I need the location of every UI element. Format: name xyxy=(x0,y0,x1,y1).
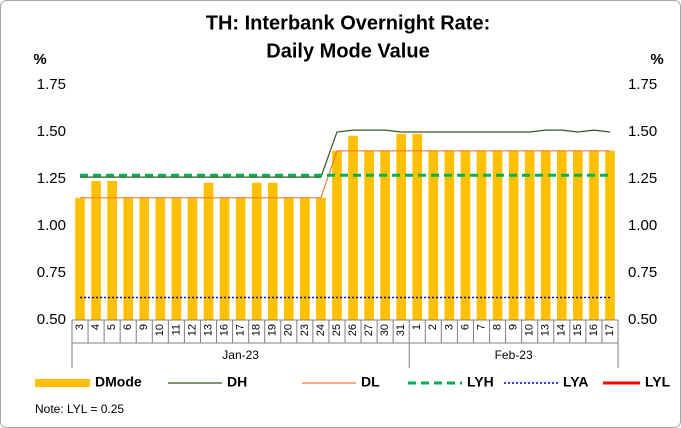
x-tick-label: 1 xyxy=(411,324,423,330)
y-tick-label: 1.25 xyxy=(37,170,66,187)
x-tick-label: 3 xyxy=(443,324,455,330)
x-tick-label: 26 xyxy=(347,324,359,336)
bar xyxy=(540,150,551,320)
x-tick-label: 24 xyxy=(315,324,327,336)
legend-label: DH xyxy=(227,374,247,390)
y-tick-label: 0.50 xyxy=(37,311,66,328)
chart-title: TH: Interbank Overnight Rate: xyxy=(206,12,490,34)
x-tick-label: 11 xyxy=(170,324,182,335)
x-tick-label: 27 xyxy=(363,324,375,336)
y-tick-label: 1.75 xyxy=(37,76,66,93)
bar xyxy=(267,182,278,320)
x-tick-label: 10 xyxy=(524,324,536,336)
y2-tick-label: 0.50 xyxy=(628,311,657,328)
legend-label: LYL xyxy=(645,374,671,390)
bar xyxy=(428,150,439,320)
x-tick-label: 16 xyxy=(588,324,600,336)
x-tick-label: 31 xyxy=(395,324,407,336)
x-tick-label: 5 xyxy=(106,324,118,330)
x-tick-label: 4 xyxy=(90,324,102,330)
note: Note: LYL = 0.25 xyxy=(35,402,124,416)
bar xyxy=(589,150,599,320)
y-tick-label: 1.00 xyxy=(37,217,66,234)
line xyxy=(80,129,611,178)
y2-tick-label: 1.50 xyxy=(628,123,657,140)
y-axis-label: % xyxy=(33,51,46,68)
x-tick-label: 18 xyxy=(251,324,263,336)
bar xyxy=(235,197,246,320)
bar xyxy=(332,150,342,320)
x-tick-label: 7 xyxy=(475,324,487,330)
x-tick-label: 12 xyxy=(186,324,198,336)
x-tick-label: 3 xyxy=(74,324,86,330)
x-tick-label: 25 xyxy=(331,324,343,336)
bar xyxy=(508,150,519,320)
bar xyxy=(219,197,230,320)
legend-swatch xyxy=(35,379,90,387)
bar xyxy=(123,197,134,320)
bar xyxy=(283,197,294,320)
bar xyxy=(396,133,407,320)
y-tick-label: 0.75 xyxy=(37,264,66,281)
y2-tick-label: 1.75 xyxy=(628,76,657,93)
x-tick-label: 16 xyxy=(218,324,230,336)
legend-label: DL xyxy=(361,374,380,390)
x-tick-label: 23 xyxy=(299,324,311,336)
x-tick-label: 6 xyxy=(122,324,134,330)
bar xyxy=(91,180,101,320)
plot-area xyxy=(75,129,615,320)
legend-label: LYA xyxy=(563,374,588,390)
bar xyxy=(492,150,503,320)
y2-tick-label: 1.00 xyxy=(628,217,657,234)
line xyxy=(80,150,610,199)
y-tick-label: 1.50 xyxy=(37,123,66,140)
x-tick-label: 20 xyxy=(283,324,295,336)
bar xyxy=(476,150,487,320)
x-tick-label: 17 xyxy=(604,324,616,336)
bar xyxy=(364,150,374,320)
x-tick-label: 9 xyxy=(138,324,150,330)
x-tick-label: 19 xyxy=(267,324,279,336)
x-tick-label: 30 xyxy=(379,324,391,336)
bar xyxy=(203,182,214,320)
chart-title: Daily Mode Value xyxy=(266,40,429,62)
bar xyxy=(75,197,85,320)
bar xyxy=(380,150,390,320)
bar xyxy=(444,150,455,320)
x-tick-label: 9 xyxy=(508,324,520,330)
bar xyxy=(460,150,471,320)
x-tick-label: 6 xyxy=(459,324,471,330)
y2-tick-label: 0.75 xyxy=(628,264,657,281)
bar xyxy=(348,135,358,320)
x-group-label: Feb-23 xyxy=(495,348,533,362)
bar xyxy=(300,197,310,320)
bar xyxy=(605,150,615,320)
bar xyxy=(251,182,262,320)
x-tick-label: 10 xyxy=(154,324,166,336)
x-tick-label: 13 xyxy=(202,324,214,336)
x-tick-label: 14 xyxy=(556,324,568,336)
x-group-label: Jan-23 xyxy=(222,348,259,362)
bar xyxy=(573,150,583,320)
bar xyxy=(412,133,423,320)
bar xyxy=(155,197,166,320)
bar xyxy=(524,150,535,320)
bar xyxy=(187,197,198,320)
x-tick-label: 15 xyxy=(572,324,584,336)
x-tick-label: 2 xyxy=(427,324,439,330)
x-tick-label: 8 xyxy=(491,324,503,330)
bar xyxy=(556,150,567,320)
y2-tick-label: 1.25 xyxy=(628,170,657,187)
legend-label: LYH xyxy=(467,374,494,390)
bar xyxy=(107,180,117,320)
legend-label: DMode xyxy=(95,374,142,390)
y2-axis-label: % xyxy=(650,51,663,68)
x-tick-label: 17 xyxy=(235,324,247,336)
bar xyxy=(139,197,150,320)
x-tick-label: 13 xyxy=(540,324,552,336)
bar xyxy=(171,197,182,320)
bar xyxy=(316,197,326,320)
